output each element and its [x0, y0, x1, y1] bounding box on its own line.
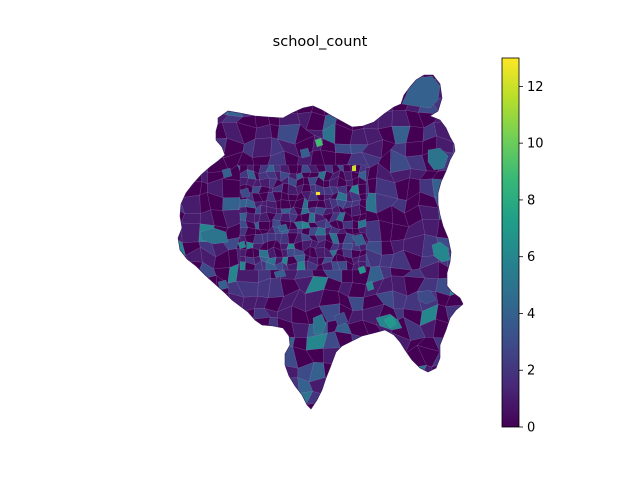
colorbar-tick-label: 12: [527, 80, 544, 95]
map-region: [221, 167, 233, 179]
map-region: [383, 315, 397, 329]
colorbar-tick-label: 4: [527, 307, 535, 322]
map-region: [365, 280, 375, 292]
map-region: [239, 187, 251, 199]
colorbar-tick-label: 0: [527, 421, 535, 436]
colorbar-tick-label: 2: [527, 364, 535, 379]
map-region: [315, 191, 321, 196]
colorbar-tick-label: 8: [527, 193, 535, 208]
map-region: [237, 240, 247, 250]
map-region: [314, 137, 324, 148]
map-region: [333, 311, 349, 327]
map-region: [417, 289, 437, 305]
colorbar-ticks: 0 2 4 6 8 10 12: [519, 80, 544, 436]
colorbar-tick-label: 10: [527, 137, 544, 152]
map-region: [351, 164, 357, 172]
map-outline: [177, 74, 464, 410]
map-region: [273, 269, 287, 279]
map-region: [217, 279, 229, 291]
map-region: [357, 265, 367, 275]
map-region: [199, 227, 229, 245]
map-region: [427, 147, 449, 171]
colorbar-tick-label: 6: [527, 250, 535, 265]
map-region: [299, 147, 311, 159]
colorbar-gradient: [501, 57, 520, 428]
map-region: [351, 233, 367, 247]
map-region: [277, 223, 289, 233]
map-region: [312, 313, 327, 335]
